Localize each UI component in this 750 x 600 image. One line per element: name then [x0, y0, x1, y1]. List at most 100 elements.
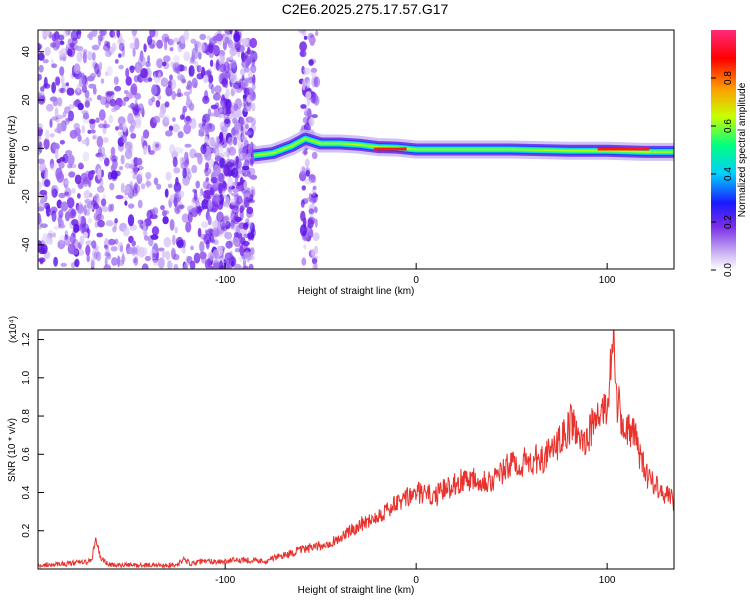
spectrogram-noise-blob: [59, 66, 65, 76]
spectrogram-noise-blob: [193, 190, 198, 202]
spectrogram-noise-blob: [177, 74, 185, 81]
spectrogram-noise-blob: [114, 238, 119, 245]
spectrogram-noise-blob: [244, 131, 251, 136]
snr-xlabel: Height of straight line (km): [298, 585, 415, 596]
spectrogram-noise-blob: [231, 205, 240, 215]
spectrogram-noise-blob: [104, 256, 108, 267]
spectrogram-noise-blob: [157, 247, 165, 252]
spectrogram-frame: [37, 29, 675, 270]
spectrogram-noise-blob: [51, 63, 58, 69]
spectrogram-noise-blob: [122, 123, 127, 132]
spectrogram-noise-blob: [227, 136, 234, 146]
spectrogram-noise-blob: [38, 180, 42, 191]
spectrogram-noise-blob: [311, 76, 317, 88]
spectrogram-noise-blob: [251, 117, 256, 126]
spectrogram-noise-blob: [171, 247, 175, 260]
spectrogram-noise-blob: [180, 147, 184, 154]
spectrogram-noise-blob: [207, 158, 215, 169]
spectrogram-noise-blob: [128, 187, 135, 199]
spectrogram-noise-blob: [114, 85, 122, 92]
spectrogram-noise-blob: [232, 236, 240, 246]
spectrogram-noise-blob: [68, 171, 76, 178]
spectrogram-noise-blob: [98, 123, 105, 129]
spectrogram-noise-blob: [91, 52, 96, 61]
spectrogram-noise-blob: [192, 188, 198, 193]
spectrogram-noise-blob: [172, 123, 180, 133]
snr-ylabel: SNR (10 * v/v): [7, 418, 18, 482]
spectrogram-noise-blob: [314, 218, 318, 228]
spectrogram-noise-blob: [218, 64, 223, 73]
spectrogram-noise-blob: [109, 30, 115, 38]
spectrogram-noise-blob: [133, 165, 139, 175]
spectrogram-noise-blob: [51, 116, 58, 121]
spectrogram-noise-blob: [125, 76, 132, 86]
spectrogram-noise-blob: [100, 169, 105, 178]
spectrogram-noise-blob: [83, 176, 89, 187]
spectrogram-noise-blob: [51, 185, 56, 196]
spectrogram-noise-blob: [205, 162, 209, 171]
spectrogram-noise-blob: [121, 253, 125, 264]
snr-series-line: [38, 330, 674, 569]
spectrogram-noise-blob: [183, 263, 188, 269]
spectrogram-noise-blob: [87, 50, 93, 61]
spectrogram-noise-blob: [219, 265, 226, 269]
spectrogram-noise-blob: [245, 187, 251, 194]
spectrogram-noise-blob: [38, 128, 44, 133]
spectrogram-noise-blob: [232, 215, 241, 225]
spectrogram-noise-blob: [169, 47, 174, 52]
spectrogram-noise-blob: [124, 200, 128, 206]
spectrogram-noise-blob: [197, 227, 202, 238]
spectrogram-noise-blob: [60, 201, 69, 212]
spectrogram-noise-blob: [83, 190, 92, 199]
spectrogram-noise-blob: [145, 61, 151, 68]
spectrogram-noise-blob: [137, 103, 144, 114]
spectrogram-noise-blob: [200, 254, 207, 264]
snr-axes: -100 0 100 0.2 0.4 0.6 0.8 1.0 1.2: [21, 332, 616, 586]
spectrogram-noise-blob: [156, 39, 164, 49]
spectrogram-noise-blob: [40, 243, 48, 255]
spectrogram-noise-blob: [105, 50, 112, 58]
spectrogram-noise-blob: [149, 30, 156, 38]
colorbar-tick-label: 0.8: [723, 71, 734, 85]
spectrogram-noise-blob: [122, 101, 126, 107]
spectrogram-noise-blob: [144, 255, 151, 262]
x-tick-label: -100: [215, 275, 235, 286]
spectrogram-noise-blob: [232, 136, 238, 146]
spectrogram-noise-blob: [243, 181, 248, 191]
spectrogram-noise-blob: [104, 100, 110, 108]
spectrogram-noise-blob: [198, 51, 202, 60]
spectrogram-noise-blob: [176, 239, 184, 249]
spectrogram-noise-blob: [218, 193, 225, 206]
spectrogram-noise-blob: [179, 114, 185, 120]
spectrogram-noise-blob: [94, 63, 100, 75]
spectrogram-noise-blob: [124, 149, 133, 160]
spectrogram-noise-blob: [98, 153, 104, 162]
spectrogram-noise-blob: [232, 188, 240, 193]
spectrogram-noise-blob: [298, 30, 306, 34]
spectrogram-noise-blob: [248, 263, 254, 269]
spectrogram-noise-blob: [91, 30, 98, 38]
spectrogram-noise-blob: [250, 64, 257, 74]
spectrogram-noise-blob: [91, 44, 100, 51]
spectrogram-noise-blob: [118, 42, 125, 52]
spectrogram-noise-blob: [210, 104, 219, 110]
spectrogram-noise-blob: [110, 246, 118, 252]
spectrogram-noise-blob: [97, 147, 102, 157]
spectrogram-noise-blob: [69, 209, 77, 219]
spectrogram-noise-blob: [204, 90, 209, 101]
spectrogram-noise-blob: [132, 187, 138, 197]
spectrogram-noise-blob: [76, 51, 83, 63]
spectrogram-noise-blob: [141, 135, 145, 146]
spectrogram-noise-blob: [305, 91, 312, 100]
spectrogram-noise-blob: [95, 152, 104, 158]
spectrogram-noise-blob: [53, 256, 58, 267]
spectrogram-noise-blob: [147, 55, 151, 63]
spectrogram-noise-blob: [209, 136, 215, 147]
spectrogram-noise-blob: [70, 232, 76, 245]
spectrogram-noise-blob: [104, 244, 108, 249]
spectrogram-noise-blob: [307, 108, 312, 120]
spectrogram-noise-blob: [150, 43, 155, 49]
spectrogram-noise-blob: [172, 234, 176, 246]
spectrogram-noise-blob: [131, 119, 136, 130]
spectrogram-noise-blob: [183, 123, 192, 135]
